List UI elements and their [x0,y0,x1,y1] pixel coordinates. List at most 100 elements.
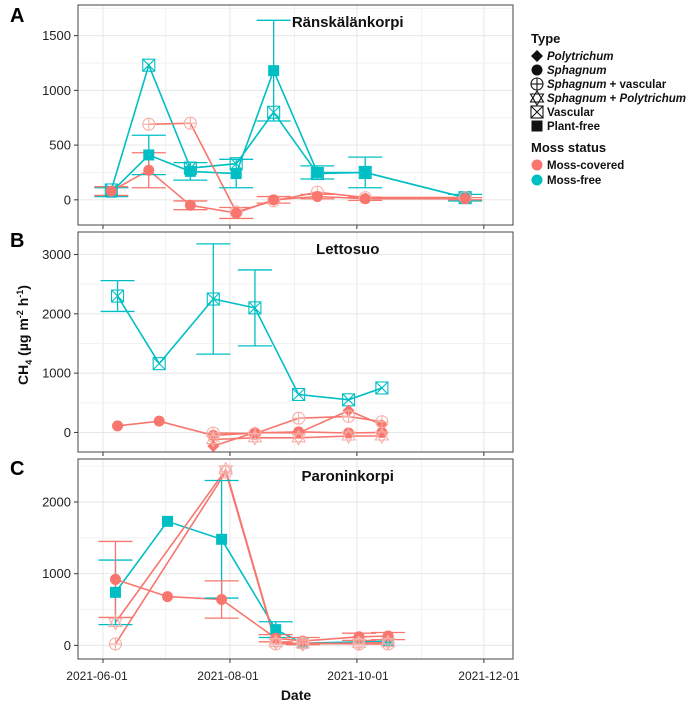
data-point-vascular [110,289,125,303]
data-point-sphagnum-polytrichum-up [108,614,123,627]
x-tick-label: 2021-10-01 [327,669,389,683]
y-tick-label: 1000 [42,366,71,381]
data-point-sphagnum-polytrichum [291,429,307,446]
data-point-vascular [375,381,389,395]
legend-type-label-part: + vascular [606,79,666,91]
y-axis-label-exp2: -1 [15,290,25,298]
data-point-sphagnum [343,427,355,439]
data-point-sphagnum-polytrichum-down [295,639,311,653]
data-point-plant-free [143,149,155,161]
legend-symbol-sphagnum-polytrichum [529,89,545,107]
data-point-vascular-box [142,58,156,72]
legend-type-label: Sphagnum + vascular [547,79,667,91]
panel-title: Paroninkorpi [301,468,394,485]
legend-moss-dot [531,159,543,171]
legend-moss-label: Moss-free [547,175,601,187]
legend-symbol-plant-free [531,120,543,132]
panels-layer: 0 500 1000 1500 Ränskälänkorpi A 0 1000 2000 3000… [10,4,514,663]
data-point-sphagnum-polytrichum-down [351,638,367,652]
data-point-sphagnum-polytrichum-down [205,434,221,448]
panel-C: 0 1000 2000 Paroninkorpi C [10,458,514,663]
data-point-sphagnum-polytrichum [380,634,396,651]
panel-title: Lettosuo [316,241,379,258]
legend: Type Moss status PolytrichumSphagnumSpha… [529,31,686,187]
panel-letter: B [10,230,24,252]
data-point-sphagnum [143,164,155,176]
data-point-sphagnum-polytrichum-down [247,433,263,446]
legend-moss-item: Moss-free [531,174,601,187]
legend-type-label-part: Plant-free [547,121,600,133]
data-point-plant-free [311,166,323,178]
x-tick-label: 2021-12-01 [458,669,520,683]
panel-B: 0 1000 2000 3000 Lettosuo B [10,230,514,456]
data-point-sphagnum [109,573,121,585]
panel-letter: A [10,5,24,27]
data-point-vascular-box [292,387,306,402]
legend-moss-item: Moss-covered [531,159,624,172]
y-tick-label: 3000 [42,247,71,262]
legend-symbol-vascular [530,105,544,119]
panel-title: Ränskälänkorpi [292,14,404,31]
legend-type-label: Plant-free [547,121,600,133]
legend-type-item-sphagnum-vascular: Sphagnum + vascular [530,77,667,91]
legend-type-label: Vascular [547,107,595,119]
legend-type-item-sphagnum: Sphagnum [531,64,606,77]
data-point-sphagnum [311,191,323,203]
y-axis-label-mid: h [15,298,31,310]
panel-A: 0 500 1000 1500 Ränskälänkorpi A [10,4,514,229]
y-axis-label-close: ) [15,285,31,290]
legend-symbol-sphagnum-vascular [530,77,544,91]
data-point-vascular-d2 [248,301,262,315]
data-point-sphagnum-polytrichum [108,614,123,631]
legend-symbol-vascular-d2 [530,105,544,119]
legend-type-label: Sphagnum + Polytrichum [547,93,686,105]
data-point-sphagnum-vascular [108,637,123,651]
data-point-vascular-box [110,289,125,303]
panel-background [78,459,513,659]
y-tick-label: 500 [49,138,71,153]
data-point-sphagnum-polytrichum [218,461,234,478]
data-point-sphagnum [268,194,280,206]
y-tick-label: 0 [64,425,71,440]
data-point-sphagnum [112,420,124,432]
legend-type-label-part: Polytrichum [547,51,613,63]
panel-background [78,232,513,452]
data-point-vascular [152,357,166,371]
data-point-sphagnum-polytrichum [374,427,390,445]
legend-type-label-part: + [606,93,619,105]
legend-symbol-polytrichum [531,50,543,62]
data-point-vascular-d2 [342,393,355,407]
data-point-vascular [292,387,306,402]
y-axis-label-rest: (µg m [15,318,31,360]
data-point-vascular [206,292,220,306]
x-axis-label: Date [281,687,312,703]
data-point-sphagnum-polytrichum-down [380,637,396,651]
panel-frame [77,231,514,453]
data-point-sphagnum-polytrichum-up [351,635,367,648]
data-point-sphagnum [184,199,196,211]
data-point-plant-free [161,515,173,527]
y-tick-label: 0 [64,638,71,653]
gridlines [78,459,513,659]
data-point-sphagnum-polytrichum-down [291,433,307,446]
data-point-vascular [248,301,262,315]
y-axis-label-main: CH [15,365,31,385]
legend-symbol-sphagnum-polytrichum-up [529,89,545,103]
data-point-vascular [267,105,281,119]
data-point-vascular-box [248,301,262,315]
panel-background [78,5,513,225]
data-point-sphagnum [216,594,228,606]
data-points [108,461,396,653]
panel-frame [77,458,514,660]
panel-letter: C [10,458,24,480]
data-point-vascular-box [206,292,220,306]
y-axis-label-exp1: -2 [15,310,25,318]
y-axis-label-sub: 4 [24,360,34,365]
data-point-sphagnum-vascular [381,637,395,651]
legend-type-title: Type [531,31,560,46]
data-point-sphagnum-polytrichum-up [380,634,396,648]
data-point-sphagnum-polytrichum-up [205,431,221,445]
data-point-sphagnum-polytrichum-down [268,637,284,651]
legend-symbol-sphagnum-polytrichum-down [529,93,545,107]
y-tick-label: 0 [64,192,71,207]
